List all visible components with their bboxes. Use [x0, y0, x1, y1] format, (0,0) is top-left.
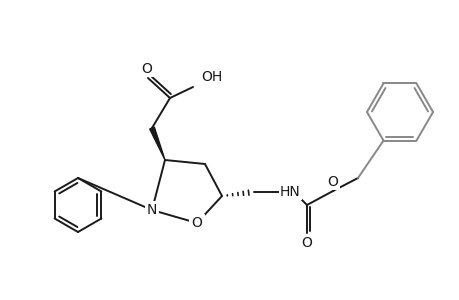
- Text: O: O: [141, 62, 152, 76]
- Text: O: O: [191, 216, 202, 230]
- Text: N: N: [146, 203, 157, 217]
- Text: HN: HN: [280, 185, 300, 199]
- Text: O: O: [327, 175, 338, 189]
- Text: O: O: [301, 236, 312, 250]
- Polygon shape: [149, 127, 165, 160]
- Text: OH: OH: [201, 70, 222, 84]
